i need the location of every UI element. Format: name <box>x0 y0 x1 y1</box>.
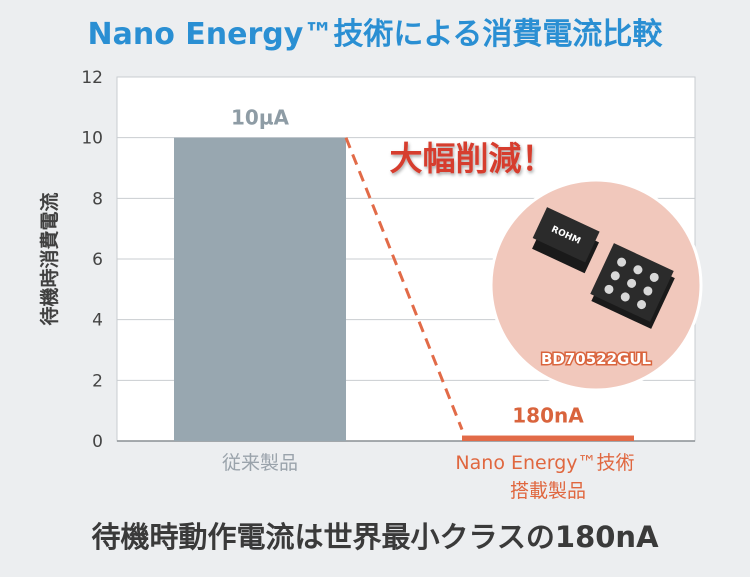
chip-ball-grid-icon <box>590 243 675 329</box>
category-label-conventional: 従来製品 <box>222 452 298 474</box>
value-label-nano-energy: 180nA <box>512 404 584 428</box>
chart-title: Nano Energy™技術による消費電流比較 <box>88 17 664 52</box>
footer-text: 待機時動作電流は世界最小クラスの180nA <box>91 520 659 554</box>
reduction-dashed-line <box>344 137 464 431</box>
category-label-nano-energy: Nano Energy™技術 搭載製品 <box>455 452 640 502</box>
chip-marked-icon: ROHM <box>532 207 600 274</box>
bar-conventional <box>174 137 346 441</box>
y-tick-label: 2 <box>92 371 103 391</box>
category-label-nano-energy-line2: 搭載製品 <box>510 480 586 502</box>
y-tick-label: 8 <box>92 189 103 209</box>
value-label-conventional: 10µA <box>231 106 290 130</box>
y-tick-label: 12 <box>81 68 103 88</box>
y-axis-label: 待機時消費電流 <box>38 192 61 325</box>
bar-nano-energy <box>462 435 634 441</box>
y-tick-label: 4 <box>92 311 103 331</box>
chip-illustration: ROHM BD70522GUL <box>489 178 703 392</box>
reduction-callout: 大幅削減！ <box>390 139 555 178</box>
y-ticks: 0 2 4 6 8 10 12 <box>81 68 103 452</box>
y-tick-label: 0 <box>92 432 103 452</box>
y-tick-label: 10 <box>81 129 103 149</box>
category-label-nano-energy-line1: Nano Energy™技術 <box>455 452 634 474</box>
chip-part-number: BD70522GUL <box>541 350 652 368</box>
y-tick-label: 6 <box>92 250 103 270</box>
